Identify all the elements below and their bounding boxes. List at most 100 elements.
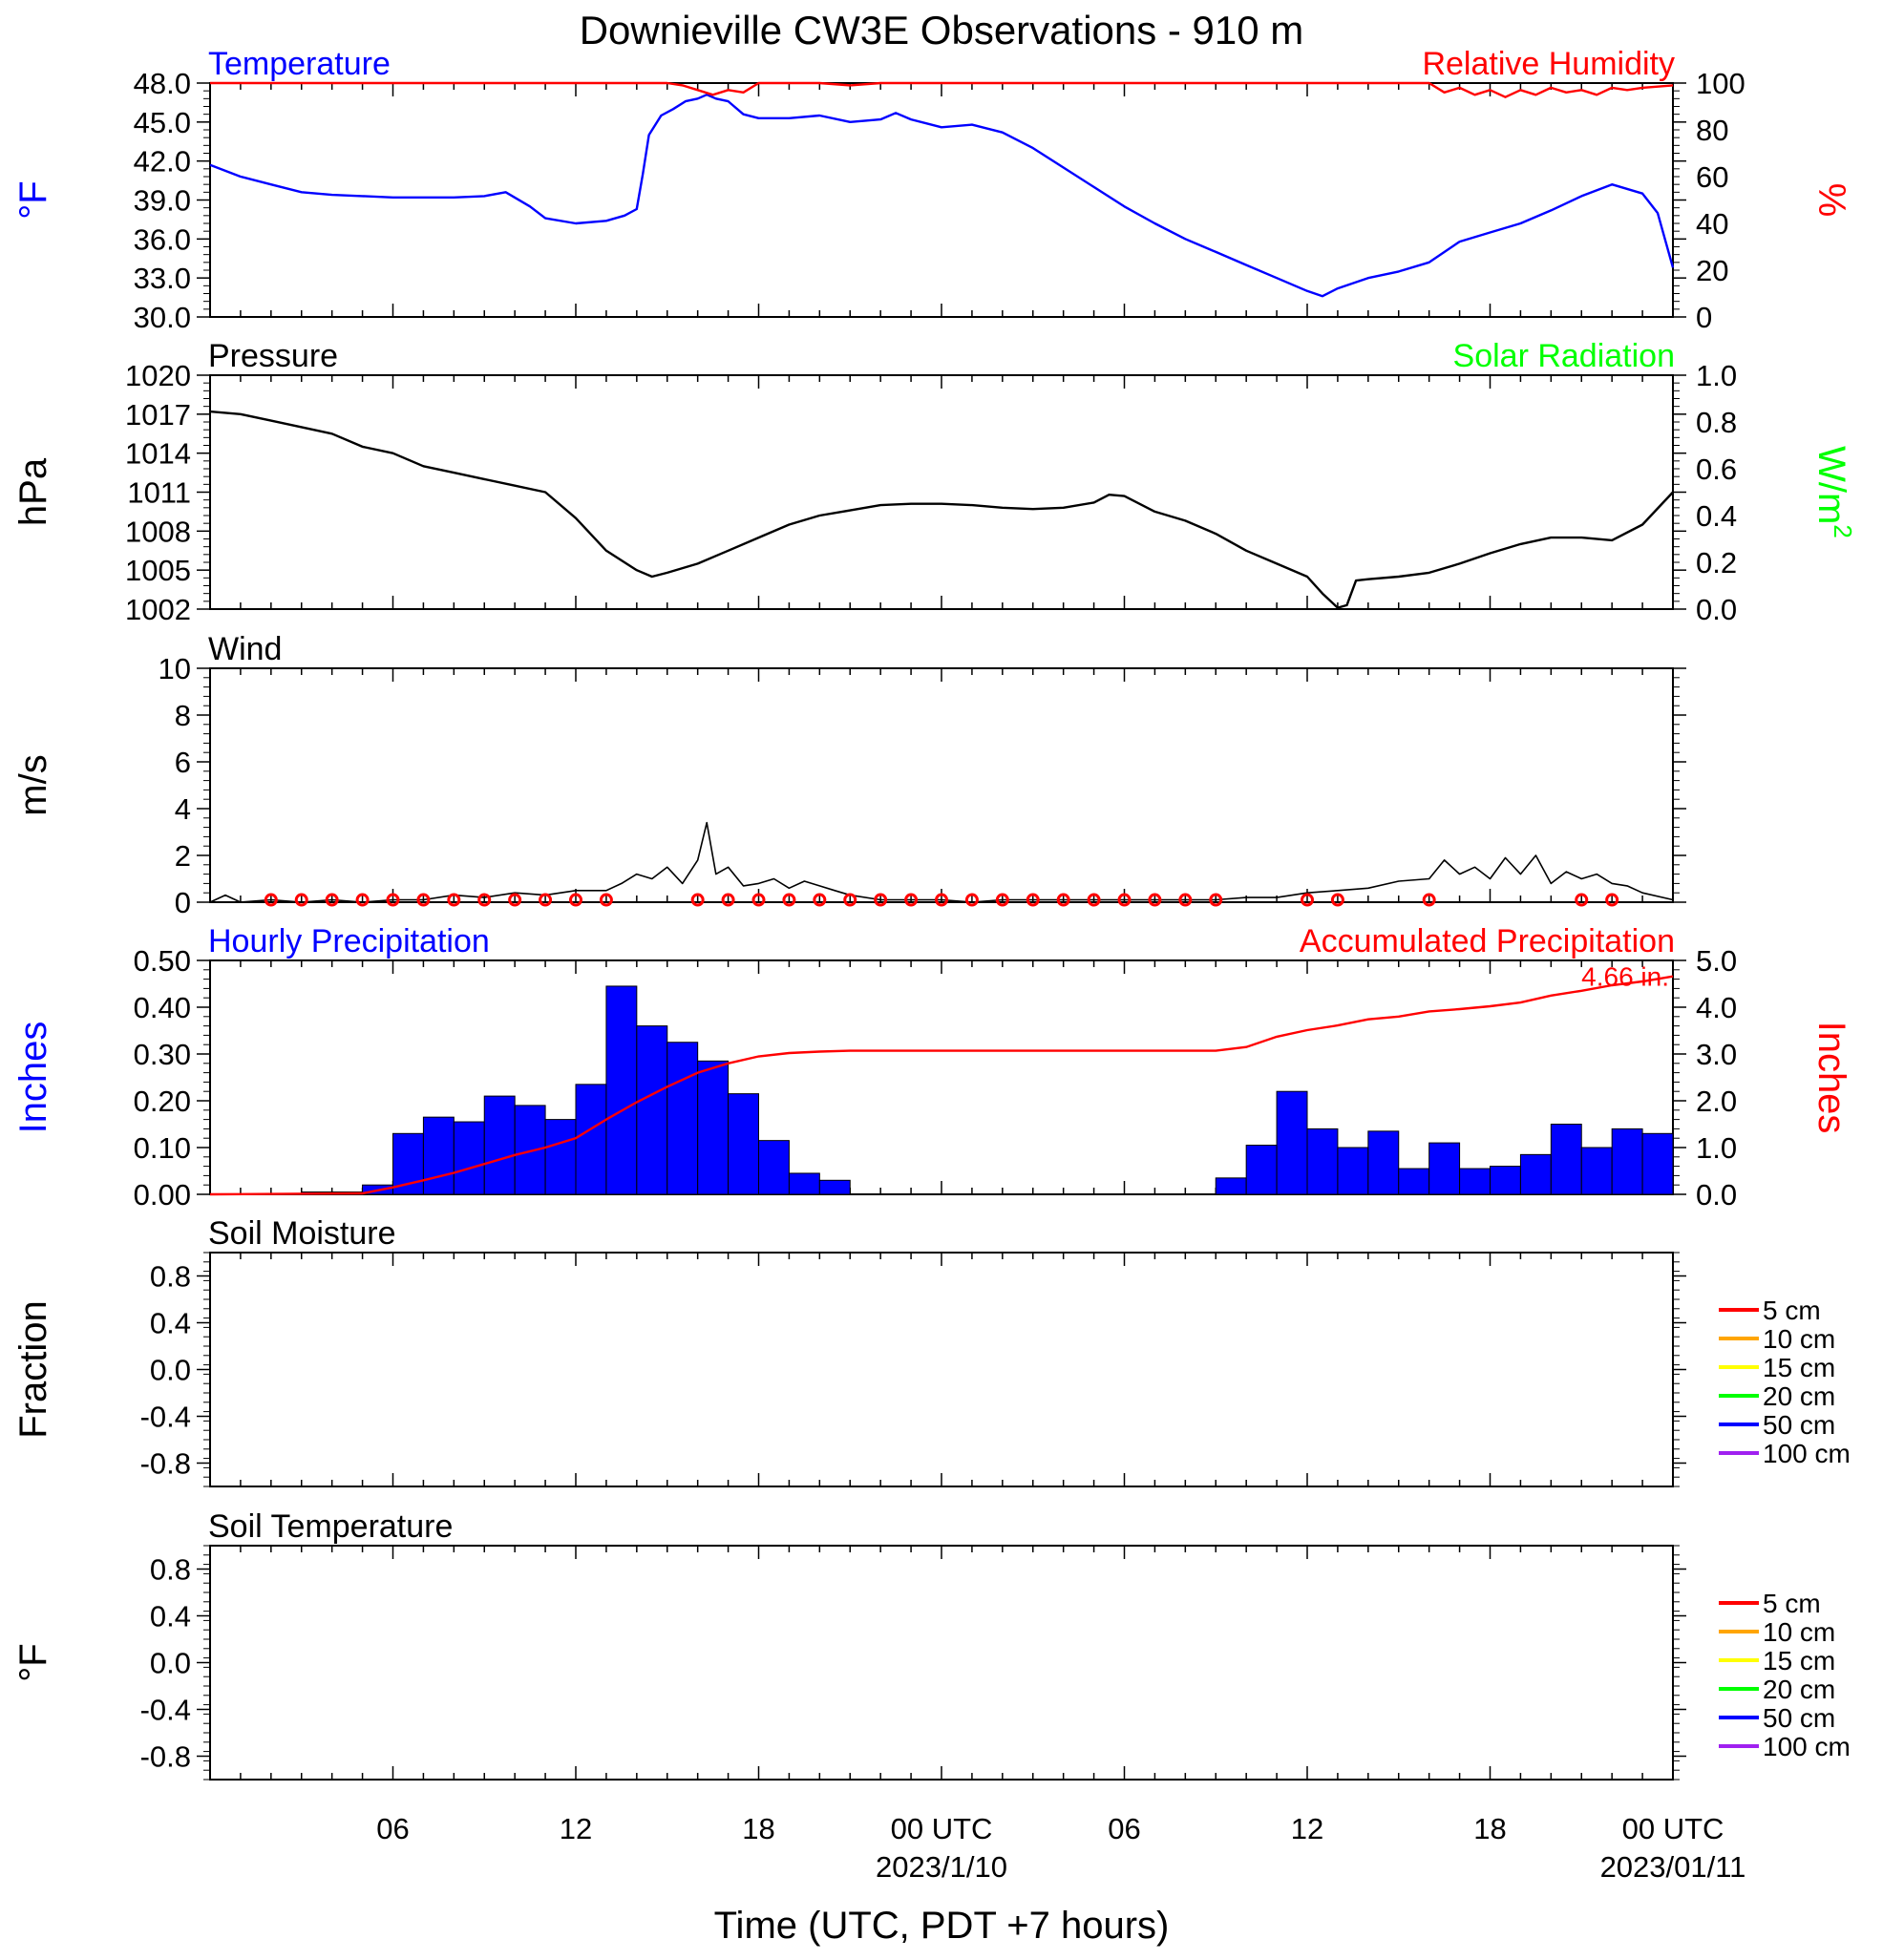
precip-bar xyxy=(1519,1153,1552,1195)
date-label: 2023/01/11 xyxy=(1600,1850,1746,1884)
y-tick-label-left: 48.0 xyxy=(134,67,191,100)
panel-frame xyxy=(209,667,1674,903)
legend-label: 10 cm xyxy=(1763,1617,1835,1647)
precip-bar xyxy=(697,1060,730,1195)
wind-barb-marker xyxy=(1330,893,1344,907)
y-tick-label-right: 0.6 xyxy=(1696,453,1737,486)
y-tick-label-left: -0.8 xyxy=(140,1740,191,1774)
panel-title-right: Relative Humidity xyxy=(1422,46,1675,82)
wind-barb-marker xyxy=(416,893,431,907)
legend-label: 5 cm xyxy=(1763,1589,1821,1618)
y-tick-label-left: 0.0 xyxy=(150,1354,191,1387)
legend-entry: 20 cm xyxy=(1719,1381,1835,1411)
wind-barb-marker xyxy=(1575,893,1589,907)
legend-entry: 10 cm xyxy=(1719,1324,1835,1354)
accumulation-annotation: 4.66 in. xyxy=(1581,962,1669,992)
legend-label: 50 cm xyxy=(1763,1410,1835,1440)
legend-entry: 5 cm xyxy=(1719,1589,1821,1618)
time-tick-label: 06 xyxy=(1108,1812,1140,1845)
panel-title-left: Pressure xyxy=(208,338,338,374)
date-label: 2023/1/10 xyxy=(876,1850,1007,1884)
precip-bar xyxy=(1550,1124,1582,1195)
precip-bar xyxy=(788,1172,820,1195)
y-tick-label-left: 2 xyxy=(175,839,191,873)
y-tick-label-left: 0 xyxy=(175,886,191,919)
wind-barb-marker xyxy=(964,893,979,907)
panel-title-right: Accumulated Precipitation xyxy=(1300,923,1675,959)
y-tick-label-left: 0.8 xyxy=(150,1260,191,1294)
wind-barb-marker xyxy=(782,893,796,907)
y-tick-label-right: 1.0 xyxy=(1696,359,1737,392)
panel-title-left: Temperature xyxy=(208,46,391,82)
y-tick-label-right: 5.0 xyxy=(1696,944,1737,978)
legend-label: 15 cm xyxy=(1763,1646,1835,1675)
y-axis-label-left: °F xyxy=(12,180,54,219)
y-tick-label-right: 4.0 xyxy=(1696,991,1737,1024)
panel-temperature: 48.0 45.0 42.0 39.0 36.0 33.0 30.0 100 80 60 40 20 0… xyxy=(12,46,1852,334)
y-tick-label-left: 0.20 xyxy=(134,1085,191,1118)
wind-barb-marker xyxy=(813,893,827,907)
y-tick-label-left: 10 xyxy=(159,652,191,685)
panel-title-left: Soil Temperature xyxy=(208,1508,453,1545)
y-tick-label-left: 0.8 xyxy=(150,1553,191,1587)
y-tick-label-right: 0.8 xyxy=(1696,406,1737,439)
x-axis-label: Time (UTC, PDT +7 hours) xyxy=(714,1905,1170,1947)
y-tick-label-right: 0.0 xyxy=(1696,1178,1737,1212)
y-tick-label-right: 0.4 xyxy=(1696,499,1737,533)
time-tick-label: 00 UTC xyxy=(1622,1812,1724,1845)
time-tick-label: 12 xyxy=(1291,1812,1323,1845)
legend-label: 10 cm xyxy=(1763,1324,1835,1354)
legend-label: 50 cm xyxy=(1763,1703,1835,1733)
legend-entry: 50 cm xyxy=(1719,1703,1835,1733)
precip-bar xyxy=(1459,1168,1492,1195)
y-axis-label-left: m/s xyxy=(12,754,54,815)
figure-title: Downieville CW3E Observations - 910 m xyxy=(580,8,1304,53)
y-axis-label-left: Inches xyxy=(12,1022,54,1134)
series-wind xyxy=(209,821,1674,903)
legend-label: 20 cm xyxy=(1763,1675,1835,1704)
precip-bar xyxy=(605,985,638,1195)
y-tick-label-left: 4 xyxy=(175,792,191,826)
y-tick-label-left: 30.0 xyxy=(134,301,191,334)
y-tick-label-left: 36.0 xyxy=(134,222,191,256)
y-tick-label-left: -0.8 xyxy=(140,1447,191,1481)
y-tick-label-right: 3.0 xyxy=(1696,1038,1737,1071)
time-axis: 06 12 18 00 UTC 06 12 18 00 UTC 2023/1/10 2023/01… xyxy=(376,1812,1745,1884)
panel-frame xyxy=(209,1252,1674,1487)
wind-barb-marker xyxy=(599,893,613,907)
wind-barb-marker xyxy=(569,893,582,907)
wind-barb-marker xyxy=(294,893,308,907)
legend-entry: 15 cm xyxy=(1719,1353,1835,1382)
y-tick-label-left: 0.00 xyxy=(134,1178,191,1212)
precip-bar xyxy=(1245,1145,1278,1195)
time-tick-label: 00 UTC xyxy=(891,1812,993,1845)
precip-bar xyxy=(728,1093,759,1195)
y-tick-label-left: 1008 xyxy=(125,515,191,548)
y-axis-label-right: % xyxy=(1810,183,1852,218)
wind-barb-marker xyxy=(325,893,339,907)
y-tick-label-left: 1017 xyxy=(125,398,191,432)
legend-entry: 100 cm xyxy=(1719,1439,1851,1468)
wind-barb-marker xyxy=(447,893,461,907)
legend-entry: 20 cm xyxy=(1719,1675,1835,1704)
y-tick-label-right: 1.0 xyxy=(1696,1131,1737,1165)
y-tick-label-left: 6 xyxy=(175,746,191,779)
precip-bar xyxy=(1367,1130,1400,1195)
precip-bar xyxy=(1428,1142,1461,1195)
wind-barb-marker xyxy=(995,893,1009,907)
y-axis-label-right: Inches xyxy=(1810,1022,1852,1134)
y-tick-label-left: 33.0 xyxy=(134,262,191,295)
precip-bar xyxy=(1215,1177,1247,1195)
precip-bar xyxy=(1306,1128,1339,1195)
panel-frame xyxy=(209,82,1674,318)
legend-label: 100 cm xyxy=(1763,1439,1851,1468)
y-tick-label-right: 0.0 xyxy=(1696,593,1737,626)
wind-barb-marker xyxy=(1605,893,1619,907)
precip-bar xyxy=(636,1025,668,1195)
panels: 48.045.042.039.036.033.030.0100806040200… xyxy=(12,46,1857,1781)
y-tick-label-left: 1002 xyxy=(125,593,191,626)
wind-barb-marker xyxy=(1422,893,1436,907)
precip-bar xyxy=(758,1140,790,1195)
panel-title-right: Solar Radiation xyxy=(1453,338,1675,374)
